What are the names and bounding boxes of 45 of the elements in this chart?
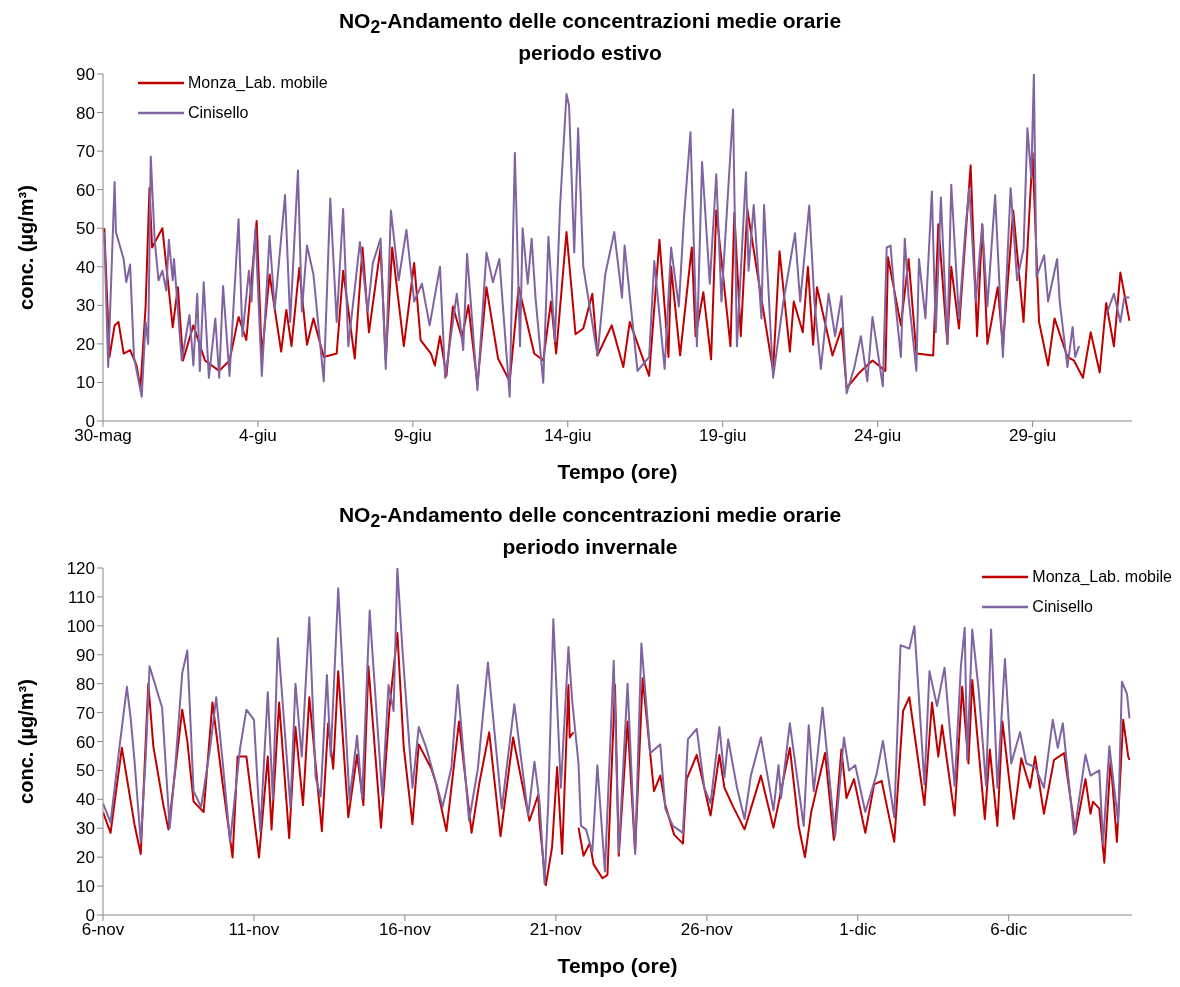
y-tick-label: 10: [76, 877, 95, 897]
y-axis-title: conc. (µg/m³): [15, 185, 38, 311]
y-tick-label: 60: [76, 180, 95, 200]
y-tick-label: 20: [76, 848, 95, 868]
y-tick-label: 80: [76, 675, 95, 695]
x-tick-label: 21-nov: [529, 920, 583, 940]
y-tick-label: 60: [76, 732, 95, 752]
x-tick-label: 4-giu: [239, 426, 277, 446]
x-tick-label: 6-dic: [990, 920, 1028, 940]
x-tick-label: 19-giu: [699, 426, 747, 446]
y-tick-label: 30: [76, 819, 95, 839]
y-tick-label: 80: [76, 103, 95, 123]
x-tick-label: 24-giu: [854, 426, 902, 446]
y-tick-label: 110: [67, 588, 95, 608]
x-tick-label: 14-giu: [544, 426, 592, 446]
y-tick-label: 90: [76, 646, 95, 666]
legend-label: Monza_Lab. mobile: [188, 74, 328, 92]
x-axis-title: Tempo (ore): [557, 954, 678, 978]
y-tick-label: 40: [76, 258, 95, 277]
y-tick-label: 20: [76, 335, 95, 355]
y-tick-label: 50: [76, 219, 95, 239]
legend-label: Cinisello: [188, 104, 249, 122]
x-tick-label: 11-nov: [228, 920, 280, 940]
y-tick-label: 40: [76, 790, 95, 810]
x-tick-label: 1-dic: [839, 920, 877, 940]
x-axis-title: Tempo (ore): [557, 460, 678, 484]
x-tick-label: 26-nov: [680, 920, 734, 940]
y-tick-label: 120: [66, 559, 95, 579]
y-axis-title: conc. (µg/m³): [15, 679, 38, 805]
legend-label: Cinisello: [1032, 598, 1093, 617]
x-tick-label: 29-giu: [1008, 426, 1057, 446]
chart-subtitle: periodo estivo: [517, 40, 663, 67]
y-tick-label: 90: [76, 65, 95, 85]
y-tick-label: 10: [76, 373, 95, 393]
chart-subtitle: periodo invernale: [501, 534, 679, 561]
x-tick-label: 9-giu: [393, 426, 432, 446]
y-tick-label: 100: [66, 617, 95, 637]
y-tick-label: 70: [76, 142, 95, 162]
chart-title: NO$_{2}$-Andamento delle concentrazioni medie orarie: [337, 8, 843, 40]
y-tick-label: 70: [76, 703, 95, 723]
legend-label: Monza_Lab. mobile: [1032, 568, 1172, 587]
y-tick-label: 50: [76, 761, 95, 781]
chart-title: NO$_{2}$-Andamento delle concentrazioni medie orarie: [337, 502, 843, 534]
y-tick-label: 30: [76, 296, 95, 316]
x-tick-label: 16-nov: [378, 920, 432, 940]
